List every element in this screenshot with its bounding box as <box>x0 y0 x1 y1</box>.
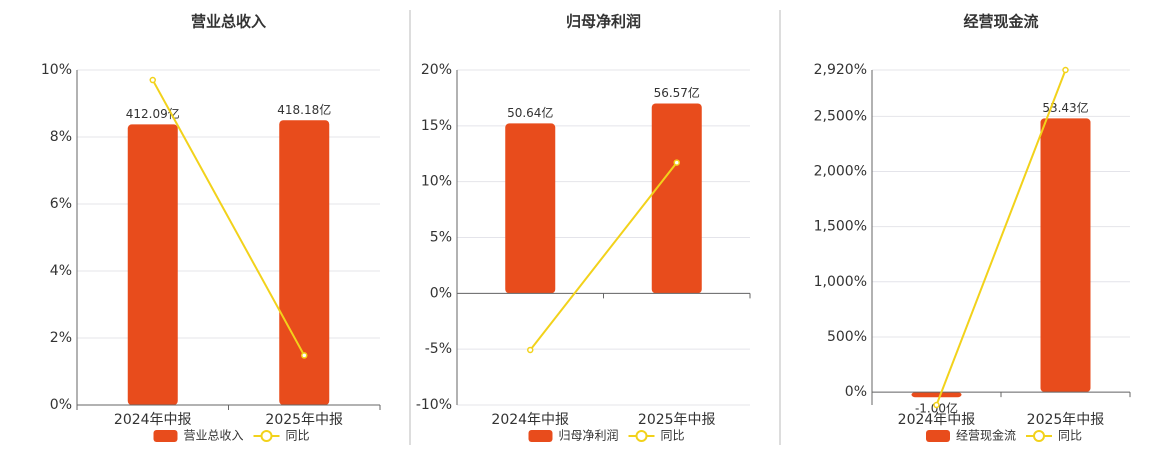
legend-marker <box>635 430 648 442</box>
y-tick-label: 2,920% <box>814 62 867 78</box>
x-tick-label: 2024年中报 <box>898 412 976 428</box>
y-tick-label: 0% <box>845 384 867 400</box>
x-tick-label: 2025年中报 <box>1027 412 1105 428</box>
y-tick-label: 10% <box>421 174 452 190</box>
y-tick-label: 2% <box>50 330 72 346</box>
y-tick-label: 0% <box>430 285 452 301</box>
y-tick-label: -5% <box>425 341 452 357</box>
y-tick-label: -10% <box>416 397 452 413</box>
bar <box>505 123 556 294</box>
legend-label: 同比 <box>286 429 310 443</box>
legend-label: 归母净利润 <box>559 429 619 443</box>
y-tick-label: 5% <box>430 230 452 246</box>
y-tick-label: 1,500% <box>814 219 867 235</box>
y-tick-label: 6% <box>50 196 72 212</box>
legend-marker <box>1033 430 1045 442</box>
line-point <box>149 76 156 84</box>
line-point <box>301 352 308 359</box>
y-tick-label: 500% <box>827 329 867 345</box>
chart-title: 经营现金流 <box>963 13 1038 31</box>
value-label: 53.43亿 <box>1042 100 1088 115</box>
line-point <box>933 401 940 409</box>
value-label: 56.57亿 <box>654 85 700 100</box>
x-tick-label: 2024年中报 <box>114 412 192 428</box>
bar <box>127 124 178 405</box>
legend-label: 同比 <box>1058 429 1082 443</box>
y-tick-label: 0% <box>50 397 72 413</box>
bar <box>279 120 330 405</box>
bar <box>1040 118 1091 393</box>
line-point <box>1062 66 1069 74</box>
line-point <box>673 159 680 166</box>
value-label: 412.09亿 <box>126 106 180 121</box>
line <box>935 69 1067 406</box>
y-tick-label: 2,000% <box>814 163 867 179</box>
y-tick-label: 4% <box>50 263 72 279</box>
bar <box>651 103 702 294</box>
legend-swatch <box>926 430 950 442</box>
y-tick-label: 15% <box>421 118 452 134</box>
line <box>151 79 306 356</box>
x-tick-label: 2025年中报 <box>638 412 716 428</box>
legend-swatch <box>153 430 178 442</box>
legend-marker <box>260 430 273 442</box>
y-tick-label: 20% <box>421 62 452 78</box>
chart-title: 营业总收入 <box>191 13 266 31</box>
y-tick-label: 2,500% <box>814 108 867 124</box>
line-point <box>527 346 534 354</box>
line <box>529 161 678 351</box>
legend-label: 同比 <box>661 429 685 443</box>
value-label: 418.18亿 <box>277 102 331 117</box>
legend-label: 营业总收入 <box>184 429 244 443</box>
legend-label: 经营现金流 <box>956 428 1016 443</box>
value-label: 50.64亿 <box>507 105 553 120</box>
x-tick-label: 2024年中报 <box>491 412 569 428</box>
y-tick-label: 8% <box>50 129 72 145</box>
y-tick-label: 10% <box>41 62 72 78</box>
chart-title: 归母净利润 <box>566 13 641 31</box>
y-tick-label: 1,000% <box>814 274 867 290</box>
legend-swatch <box>528 430 553 442</box>
x-tick-label: 2025年中报 <box>265 412 343 428</box>
bar <box>911 392 962 398</box>
